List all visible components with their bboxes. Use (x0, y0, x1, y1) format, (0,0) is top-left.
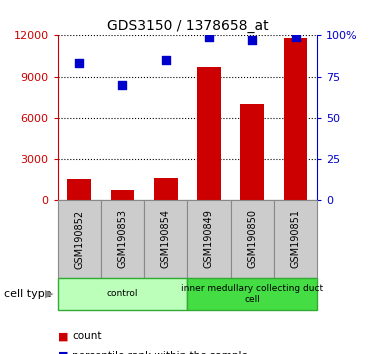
Text: control: control (107, 289, 138, 298)
Text: count: count (72, 331, 102, 341)
Text: percentile rank within the sample: percentile rank within the sample (72, 351, 248, 354)
Text: cell type: cell type (4, 289, 51, 299)
Text: GSM190850: GSM190850 (247, 210, 257, 268)
Point (119, 82, 125, 88)
FancyBboxPatch shape (58, 200, 101, 278)
Bar (240, 104, 264, 200)
Text: ■: ■ (58, 331, 68, 341)
Text: GSM190849: GSM190849 (204, 210, 214, 268)
Title: GDS3150 / 1378658_at: GDS3150 / 1378658_at (106, 19, 268, 33)
FancyBboxPatch shape (187, 278, 317, 310)
Text: GSM190851: GSM190851 (290, 210, 301, 268)
Point (163, 57, 169, 63)
Point (293, 34, 299, 40)
FancyBboxPatch shape (101, 200, 144, 278)
Bar (111, 190, 134, 200)
FancyBboxPatch shape (58, 278, 187, 310)
Point (76, 61, 82, 66)
Text: GSM190853: GSM190853 (118, 210, 127, 268)
Text: GSM190852: GSM190852 (74, 209, 84, 269)
FancyBboxPatch shape (231, 200, 274, 278)
FancyBboxPatch shape (274, 200, 317, 278)
Point (206, 34, 212, 40)
Bar (197, 67, 221, 200)
Bar (67, 179, 91, 200)
Text: inner medullary collecting duct
cell: inner medullary collecting duct cell (181, 284, 324, 303)
Bar (284, 38, 308, 200)
Text: ▶: ▶ (45, 289, 53, 299)
FancyBboxPatch shape (187, 200, 231, 278)
Text: ■: ■ (58, 351, 68, 354)
Bar (154, 178, 178, 200)
Point (249, 38, 255, 43)
Text: GSM190854: GSM190854 (161, 210, 171, 268)
FancyBboxPatch shape (144, 200, 187, 278)
